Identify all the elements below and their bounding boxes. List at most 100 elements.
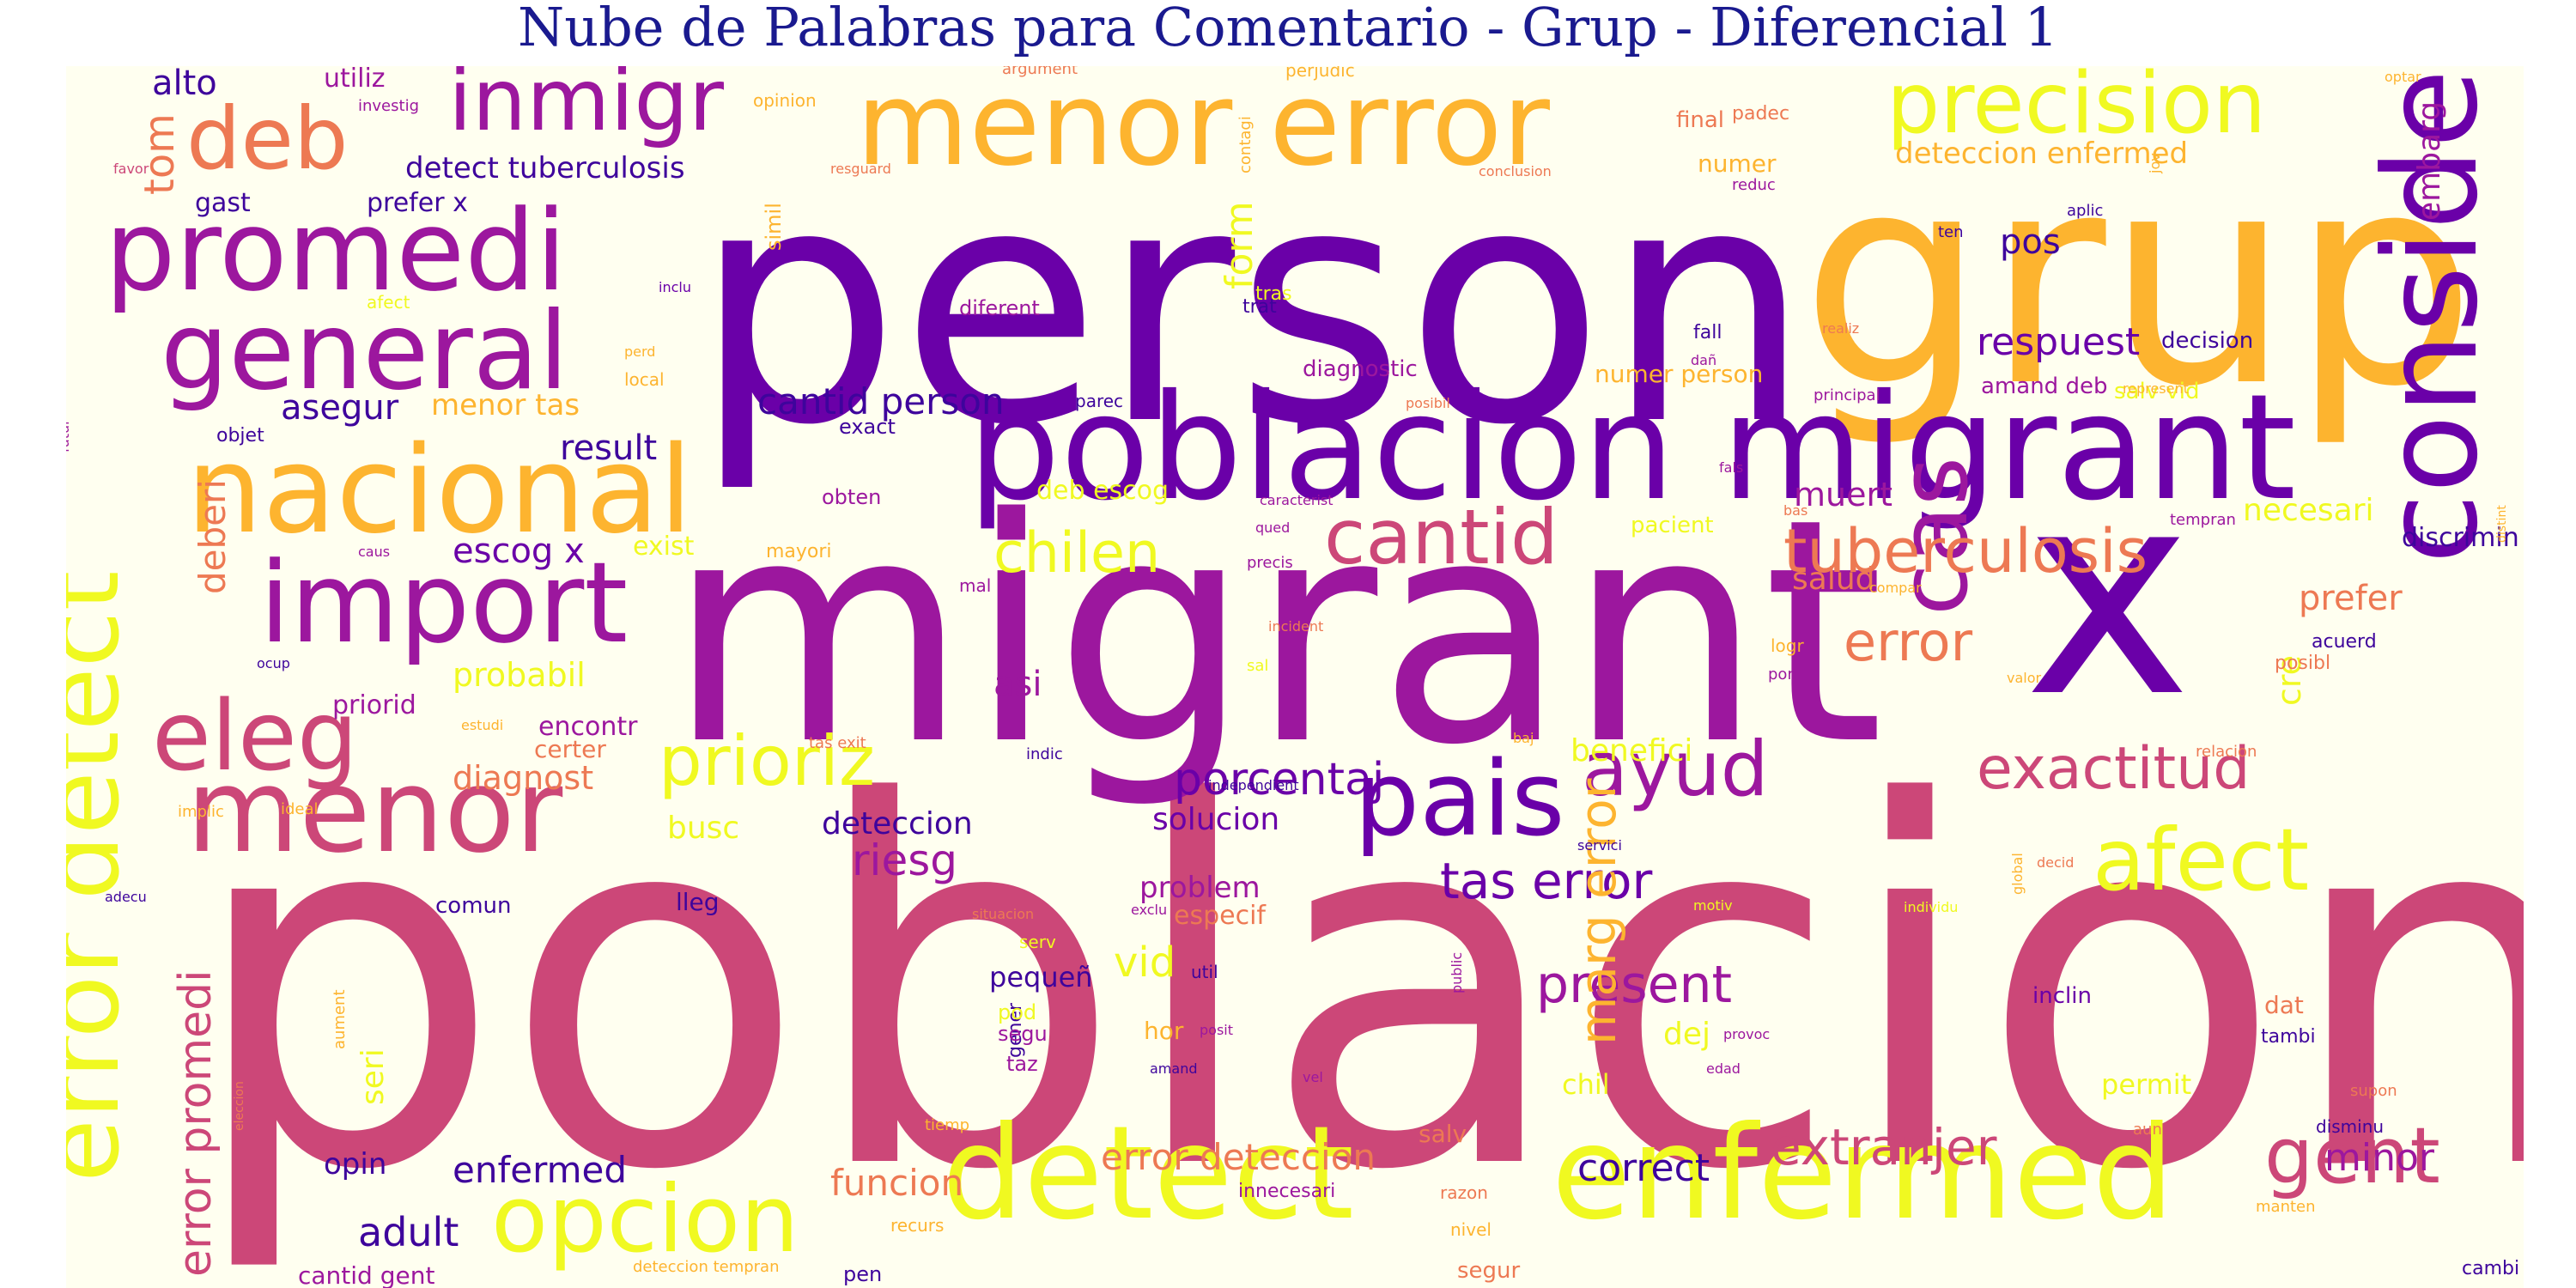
cloud-word: amand bbox=[1150, 1060, 1198, 1077]
chart-title: Nube de Palabras para Comentario - Grup … bbox=[517, 0, 2059, 58]
cloud-word: baj bbox=[1513, 730, 1534, 746]
cloud-word: tas exit bbox=[809, 734, 866, 752]
cloud-word: decision bbox=[2161, 328, 2254, 354]
cloud-word: local bbox=[624, 369, 665, 390]
cloud-word: tiemp bbox=[925, 1116, 970, 1134]
cloud-word: tas error bbox=[1440, 852, 1653, 910]
cloud-word: inmigr bbox=[448, 66, 724, 150]
cloud-word: respuest bbox=[1977, 320, 2141, 364]
cloud-word: estudi bbox=[461, 717, 504, 733]
cloud-word: aun bbox=[2133, 1121, 2162, 1139]
cloud-word: caus bbox=[358, 544, 391, 560]
cloud-word: serv bbox=[1019, 932, 1056, 952]
cloud-word: marg error bbox=[1569, 778, 1627, 1045]
cloud-word: deberi bbox=[191, 479, 234, 594]
cloud-word: conclusion bbox=[1479, 163, 1552, 179]
cloud-word: independient bbox=[1208, 777, 1299, 793]
cloud-word: permit bbox=[2101, 1068, 2192, 1101]
cloud-word: resguard bbox=[830, 161, 891, 177]
cloud-word: salv bbox=[1419, 1120, 1467, 1148]
cloud-word: objet bbox=[216, 425, 264, 447]
cloud-word: ideal bbox=[281, 800, 319, 818]
cloud-word: priorid bbox=[332, 690, 416, 720]
cloud-word: detect bbox=[942, 1099, 1354, 1249]
cloud-word: decid bbox=[2037, 854, 2075, 871]
cloud-word: opinion bbox=[753, 90, 817, 111]
cloud-word: menor bbox=[186, 744, 563, 878]
cloud-word: amand deb bbox=[1981, 374, 2108, 399]
cloud-word: result bbox=[560, 428, 658, 468]
cloud-word: pos bbox=[2000, 222, 2061, 262]
cloud-word: servici bbox=[1577, 837, 1622, 854]
cloud-word: probabil bbox=[453, 656, 586, 694]
cloud-word: favor bbox=[113, 161, 149, 177]
cloud-word: busc bbox=[667, 811, 740, 846]
cloud-word: pacient bbox=[1631, 513, 1714, 538]
cloud-word: adult bbox=[358, 1209, 459, 1255]
cloud-word: discrimin bbox=[2402, 523, 2519, 553]
cloud-word: error deteccion bbox=[1101, 1136, 1376, 1178]
cloud-word: trat bbox=[1242, 296, 1277, 318]
cloud-word: realiz bbox=[1822, 320, 1860, 337]
cloud-word: distint bbox=[2495, 505, 2509, 543]
cloud-word: dat bbox=[2264, 991, 2304, 1019]
cloud-word: dej bbox=[1663, 1017, 1711, 1052]
cloud-word: deteccion bbox=[822, 806, 973, 841]
cloud-word: aplic bbox=[2067, 202, 2104, 220]
cloud-word: certer bbox=[534, 735, 606, 763]
cloud-word: grup bbox=[1801, 111, 2476, 451]
cloud-word: promedi bbox=[105, 185, 567, 316]
cloud-word: pon bbox=[1768, 665, 1797, 683]
cloud-word: supon bbox=[2350, 1082, 2397, 1100]
cloud-word: general bbox=[161, 289, 569, 414]
cloud-word: poblacion migrant bbox=[968, 363, 2296, 533]
cloud-word: pais bbox=[1354, 740, 1565, 860]
cloud-word: pequeñ bbox=[989, 961, 1093, 993]
cloud-word: fall bbox=[1693, 322, 1722, 343]
cloud-word: pen bbox=[843, 1262, 883, 1286]
cloud-word: alto bbox=[152, 66, 217, 103]
cloud-word: logr bbox=[1771, 635, 1804, 656]
cloud-word: simil bbox=[762, 203, 786, 251]
cloud-word: hor bbox=[1144, 1017, 1184, 1045]
cloud-word: nivel bbox=[1450, 1219, 1492, 1240]
cloud-word: encontr bbox=[538, 712, 638, 742]
cloud-word: numer person bbox=[1595, 360, 1764, 388]
cloud-word: investig bbox=[358, 97, 419, 115]
cloud-word: utiliz bbox=[324, 66, 386, 94]
cloud-word: riesg bbox=[852, 835, 957, 885]
cloud-word: exist bbox=[633, 532, 695, 562]
cloud-word: error promedi bbox=[170, 969, 222, 1277]
cloud-word: chil bbox=[1562, 1068, 1610, 1101]
cloud-word: qued bbox=[1255, 519, 1291, 536]
cloud-word: incident bbox=[1268, 618, 1324, 635]
cloud-word: valor bbox=[2007, 670, 2042, 686]
cloud-word: reduc bbox=[1732, 176, 1776, 194]
cloud-word: taz bbox=[1006, 1052, 1038, 1076]
cloud-word: argument bbox=[1002, 66, 1078, 78]
cloud-word: opcion bbox=[491, 1166, 799, 1273]
cloud-word: global bbox=[2009, 853, 2026, 895]
cloud-word: error bbox=[1844, 611, 1973, 673]
cloud-word: recurs bbox=[890, 1215, 945, 1236]
cloud-word: menor error bbox=[856, 66, 1550, 191]
cloud-word: enfermed bbox=[453, 1149, 628, 1191]
cloud-word: represent bbox=[2123, 380, 2189, 397]
cloud-word: caracterist bbox=[1260, 492, 1334, 508]
cloud-word: futur bbox=[66, 419, 72, 453]
cloud-word: adecu bbox=[105, 889, 147, 905]
cloud-word: asi bbox=[993, 665, 1042, 704]
cloud-word: segu bbox=[998, 1022, 1048, 1046]
cloud-word: relacion bbox=[2196, 743, 2257, 761]
cloud-word: precis bbox=[1247, 554, 1293, 572]
cloud-word: motiv bbox=[1693, 897, 1733, 914]
cloud-word: ayud bbox=[1582, 725, 1769, 813]
cloud-word: principal bbox=[1814, 386, 1880, 404]
cloud-word: tambi bbox=[2261, 1026, 2316, 1048]
cloud-word: exactitud bbox=[1977, 735, 2251, 803]
cloud-word: comun bbox=[435, 893, 512, 919]
cloud-word: menor tas bbox=[431, 388, 580, 422]
cloud-word: innecesari bbox=[1238, 1181, 1336, 1202]
cloud-word: detect tuberculosis bbox=[405, 151, 685, 185]
cloud-word: afect bbox=[2093, 810, 2310, 910]
